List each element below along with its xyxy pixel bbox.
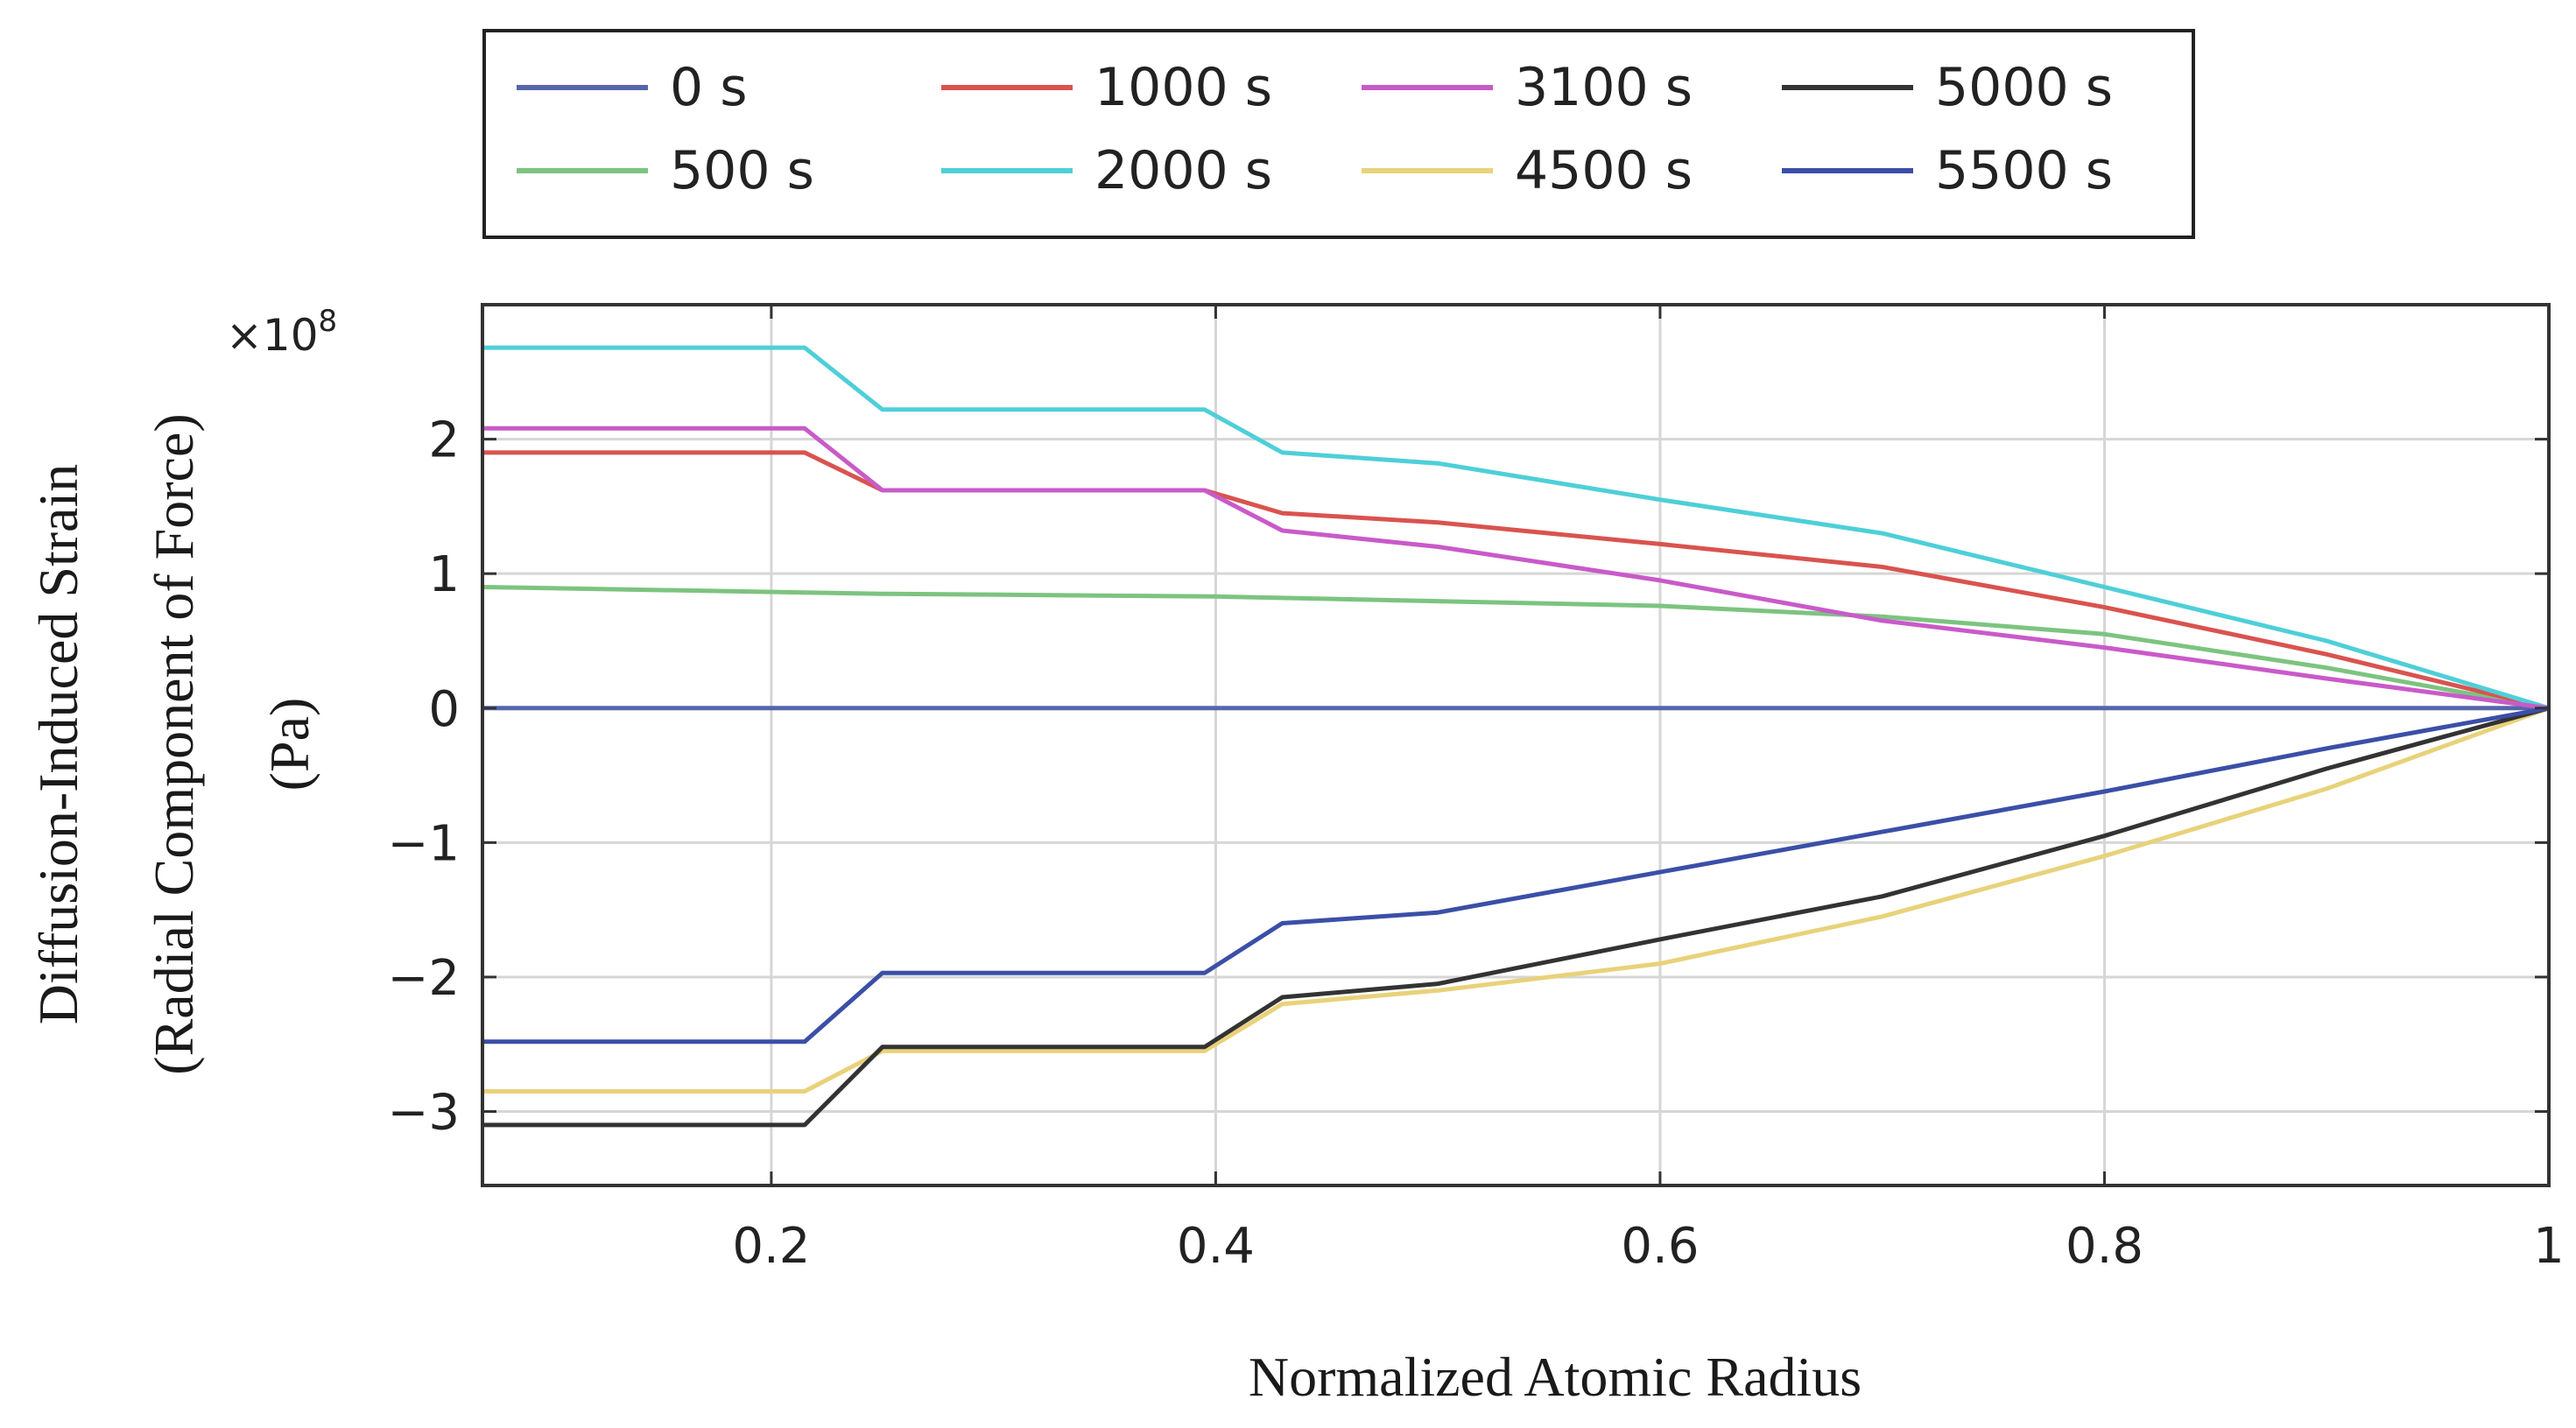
legend-label: 1000 s [1094,57,1272,118]
y-tick-label: −1 [387,815,460,872]
x-axis-title: Normalized Atomic Radius [1249,1346,1862,1408]
plot-area [481,303,2551,1187]
legend-item: 3100 s [1362,57,1693,118]
y-axis-title-line-3: (Pa) [258,698,320,791]
legend-item: 5000 s [1782,57,2113,118]
y-axis-title: Diffusion-Induced Strain (Radial Compone… [27,413,320,1074]
series-line-500-s [482,585,2550,711]
legend-label: 2000 s [1094,140,1272,201]
y-tick-labels: −3 −2 −1 0 1 2 [387,412,460,1142]
x-tick-label: 1 [2533,1218,2565,1275]
legend-label: 0 s [670,57,748,118]
y-exponent: ×108 [226,304,337,361]
x-tick-labels: 0.2 0.4 0.6 0.8 1 [732,1218,2564,1275]
x-tick-label: 0.6 [1621,1218,1699,1275]
x-tick-label: 0.4 [1177,1218,1255,1275]
legend-item: 1000 s [941,57,1272,118]
legend-label: 5500 s [1935,140,2113,201]
y-tick-label: 1 [428,546,460,603]
y-exponent-power: 8 [319,304,338,339]
y-exponent-base: ×10 [226,310,319,361]
legend: 0 s 500 s 1000 s 2000 s 3100 s 4500 s 5000 s 55… [482,29,2195,239]
y-tick-label: −3 [387,1085,460,1142]
series-line-2000-s [482,345,2550,711]
series-line-5500-s [482,706,2550,1045]
y-tick-label: −2 [387,950,460,1007]
legend-item: 500 s [517,140,814,201]
y-axis-title-line-1: Diffusion-Induced Strain [27,464,89,1024]
series-line-4500-s [482,706,2550,1094]
y-tick-label: 2 [428,412,460,469]
legend-item: 2000 s [941,140,1272,201]
tick-marks [482,305,2551,1185]
legend-label: 4500 s [1515,140,1693,201]
series-line-3100-s [482,426,2550,711]
legend-label: 500 s [670,140,814,201]
series-line-1000-s [482,450,2550,711]
legend-frame [482,29,2195,239]
x-tick-label: 0.8 [2066,1218,2143,1275]
series-line-5000-s [482,706,2550,1128]
legend-label: 5000 s [1935,57,2113,118]
series-group [482,345,2550,1128]
x-tick-label: 0.2 [732,1218,810,1275]
legend-item: 5500 s [1782,140,2113,201]
y-tick-label: 0 [428,681,460,738]
plot-background [482,305,2549,1185]
y-axis-title-line-2: (Radial Component of Force) [143,413,205,1074]
legend-item: 0 s [517,57,748,118]
legend-item: 4500 s [1362,140,1693,201]
legend-label: 3100 s [1515,57,1693,118]
plot-frame [481,303,2551,1187]
